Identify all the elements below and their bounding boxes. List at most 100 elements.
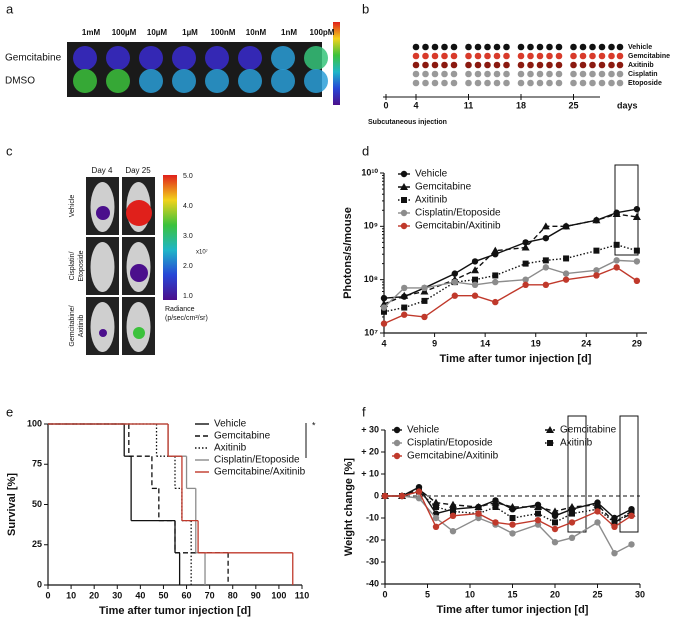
marker (611, 519, 618, 526)
y-tick-label: 100 (27, 418, 42, 428)
dose-dot (474, 61, 482, 69)
row-label: Cisplatin/ (69, 252, 76, 281)
legend-marker (393, 426, 401, 434)
dose-dot (412, 79, 420, 87)
y-tick-label: + 10 (361, 468, 379, 478)
y-tick-label: 10⁸ (364, 274, 378, 284)
well (205, 46, 229, 70)
legend-dot (616, 79, 624, 87)
marker (613, 264, 620, 271)
timeline-label: 11 (464, 100, 474, 110)
highlight-box (619, 415, 639, 533)
colorbar-label: Radiance (165, 306, 195, 313)
dose-dot (546, 43, 553, 51)
marker (492, 272, 499, 279)
x-tick-label: 20 (550, 589, 560, 599)
dose-dot (493, 70, 501, 78)
colorbar-tick: 5.0 (183, 173, 193, 180)
concentration-label: 1µM (182, 28, 198, 37)
series-line (385, 488, 632, 524)
marker (569, 510, 575, 517)
dose-dot (465, 70, 472, 78)
dose-dot (536, 43, 544, 51)
marker (628, 541, 635, 548)
dose-dot (579, 79, 587, 87)
dose-dot (422, 43, 429, 51)
well (139, 69, 163, 93)
panel-letter: f (362, 404, 366, 419)
legend-label: Gemcitabine (560, 425, 617, 436)
dose-dot (589, 52, 596, 60)
dose-dot (422, 61, 429, 69)
panel-letter: a (6, 1, 14, 16)
dose-dot (527, 61, 534, 69)
dose-dot (546, 52, 553, 60)
x-tick-label: 60 (182, 590, 192, 600)
dose-dot (474, 79, 482, 87)
column-label: Day 25 (125, 166, 151, 175)
marker (562, 222, 571, 230)
panel-letter: b (362, 1, 369, 16)
well (106, 46, 130, 70)
legend-label: Vehicle (214, 419, 247, 430)
signal (99, 329, 107, 337)
well (238, 69, 262, 93)
dose-dot (503, 61, 510, 69)
marker (509, 530, 516, 537)
x-tick-label: 15 (507, 589, 517, 599)
y-axis-label: Weight change [%] (343, 458, 355, 557)
dose-dot (465, 61, 472, 69)
marker (474, 503, 483, 510)
x-axis-label: Time after tumor injection [d] (99, 605, 251, 617)
x-tick-label: 80 (228, 590, 238, 600)
legend-marker (400, 222, 408, 230)
colorbar-tick: 3.0 (183, 233, 193, 240)
marker (401, 311, 408, 318)
marker (628, 512, 635, 519)
dose-dot (546, 79, 553, 87)
row-label: Etoposide (78, 250, 85, 281)
marker (451, 292, 459, 299)
dose-dot (546, 70, 553, 78)
x-axis-label: Time after tumor injection [d] (437, 604, 589, 616)
dose-dot (608, 61, 615, 69)
legend-label: Vehicle (407, 425, 440, 436)
x-tick-label: 0 (45, 590, 50, 600)
marker (551, 525, 559, 533)
series-line (383, 259, 637, 309)
marker (415, 495, 423, 502)
x-tick-label: 14 (480, 338, 490, 348)
dose-dot (598, 52, 606, 60)
marker (522, 276, 529, 283)
marker (491, 246, 500, 254)
dose-dot (536, 52, 544, 60)
legend-marker (400, 183, 408, 190)
marker (613, 257, 620, 264)
dose-dot (517, 52, 525, 60)
panel-letter: d (362, 143, 369, 158)
mouse (90, 242, 115, 292)
dose-dot (536, 61, 544, 69)
dose-dot (431, 79, 439, 87)
legend-marker (393, 439, 401, 447)
timeline-label: 25 (568, 100, 578, 110)
marker (534, 503, 542, 510)
mouse (90, 302, 115, 352)
x-tick-label: 25 (592, 589, 602, 599)
marker (611, 523, 618, 530)
dose-dot (441, 52, 448, 60)
mouse (126, 302, 151, 352)
well (304, 46, 328, 70)
dose-dot (608, 43, 615, 51)
colorbar-tick: 4.0 (183, 203, 193, 210)
well (205, 69, 229, 93)
marker (611, 550, 618, 557)
marker (400, 291, 409, 299)
marker (534, 517, 542, 524)
annotation: Subcutaneous injection (368, 119, 447, 126)
signal (126, 200, 152, 226)
marker (551, 539, 559, 546)
x-tick-label: 29 (632, 338, 642, 348)
well (271, 46, 295, 70)
row-label: DMSO (5, 76, 35, 87)
